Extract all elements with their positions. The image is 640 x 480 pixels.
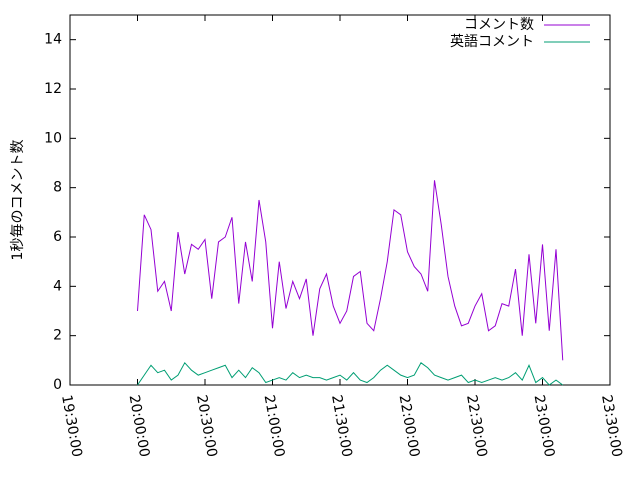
y-tick-label: 10 <box>44 130 62 146</box>
x-tick-label: 20:30:00 <box>193 394 220 459</box>
y-tick-label: 2 <box>53 328 62 344</box>
x-tick-label: 22:30:00 <box>463 394 490 459</box>
legend-label: コメント数 <box>464 17 534 33</box>
y-axis-label: 1秒毎のコメント数 <box>10 140 26 261</box>
x-tick-label: 19:30:00 <box>58 394 85 459</box>
y-tick-label: 6 <box>53 229 62 245</box>
y-tick-label: 4 <box>53 278 62 294</box>
x-tick-label: 20:00:00 <box>126 394 153 459</box>
x-tick-label: 23:00:00 <box>531 394 558 459</box>
y-tick-label: 0 <box>53 377 62 393</box>
plot-frame <box>69 14 611 386</box>
y-tick-label: 8 <box>53 180 62 196</box>
x-tick-label: 21:30:00 <box>328 394 355 459</box>
series-line <box>137 180 564 361</box>
x-tick-label: 21:00:00 <box>261 394 288 459</box>
x-tick-label: 22:00:00 <box>396 394 423 459</box>
y-tick-label: 14 <box>44 32 62 48</box>
y-tick-label: 12 <box>44 81 62 97</box>
x-tick-label: 23:30:00 <box>598 394 625 459</box>
series-line <box>137 361 564 386</box>
legend-label: 英語コメント <box>450 33 534 50</box>
